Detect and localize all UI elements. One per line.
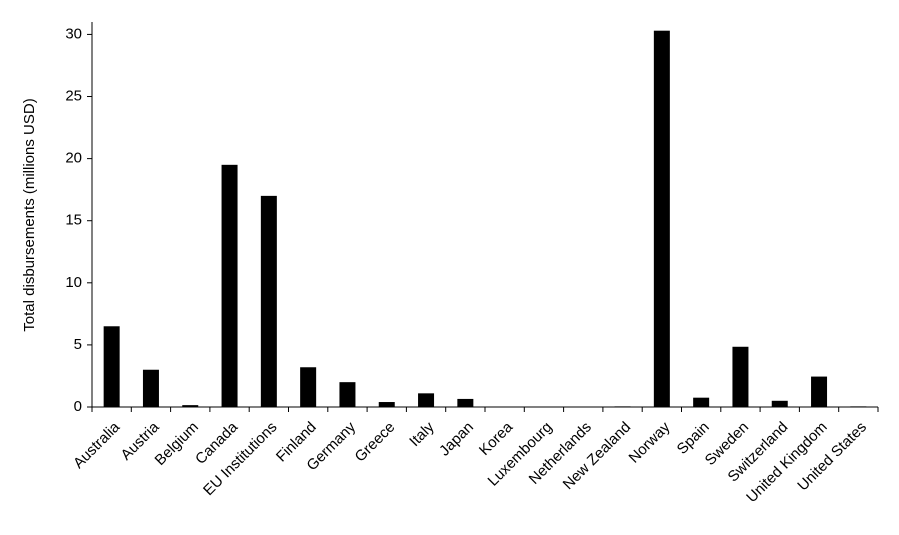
y-tick-label: 5 bbox=[74, 336, 82, 353]
bar bbox=[339, 382, 356, 407]
y-tick-label: 30 bbox=[65, 25, 82, 42]
x-tick-label: Italy bbox=[406, 418, 438, 450]
bar bbox=[182, 405, 199, 407]
x-tick-label: Belgium bbox=[152, 419, 202, 469]
x-tick-label: Japan bbox=[436, 419, 477, 460]
bar bbox=[260, 195, 277, 407]
bar bbox=[221, 164, 238, 407]
bar bbox=[732, 346, 749, 407]
bar bbox=[418, 393, 435, 407]
x-tick-label: Greece bbox=[352, 419, 399, 466]
bar bbox=[103, 326, 120, 407]
y-tick-label: 20 bbox=[65, 150, 82, 167]
bar bbox=[614, 406, 631, 407]
bar bbox=[771, 400, 788, 407]
y-tick-label: 0 bbox=[74, 398, 82, 415]
bar bbox=[378, 402, 395, 407]
y-tick-label: 10 bbox=[65, 274, 82, 291]
y-tick-label: 15 bbox=[65, 212, 82, 229]
bar bbox=[850, 406, 867, 407]
x-tick-label: Norway bbox=[626, 418, 674, 466]
x-tick-label: Australia bbox=[70, 418, 124, 472]
bar bbox=[811, 376, 828, 407]
bar bbox=[693, 397, 710, 407]
bar bbox=[142, 369, 159, 407]
y-axis-title: Total disbursements (millions USD) bbox=[21, 98, 38, 331]
bar bbox=[653, 30, 670, 408]
bar bbox=[300, 367, 317, 407]
bar bbox=[457, 398, 474, 407]
y-tick-label: 25 bbox=[65, 87, 82, 104]
x-tick-label: United States bbox=[794, 419, 870, 495]
